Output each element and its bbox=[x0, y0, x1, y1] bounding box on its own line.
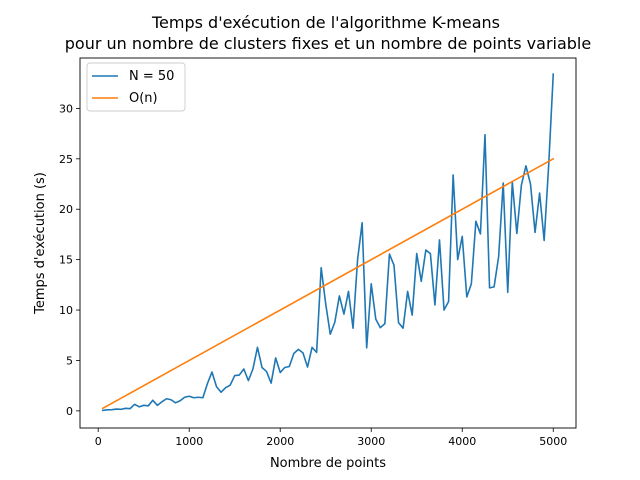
plot-area: 0 1000 2000 3000 4000 5000 0 5 10 15 20 25 30 bbox=[59, 57, 577, 448]
y-tick-label: 25 bbox=[59, 153, 73, 166]
y-tick-label: 20 bbox=[59, 203, 73, 216]
series-line-0 bbox=[101, 73, 555, 412]
y-tick-label: 30 bbox=[59, 102, 73, 115]
x-tick-label: 5000 bbox=[539, 435, 567, 448]
legend-label-0: N = 50 bbox=[129, 69, 174, 84]
x-axis-ticks: 0 1000 2000 3000 4000 5000 bbox=[95, 428, 567, 448]
legend-frame bbox=[86, 62, 186, 112]
legend-label-1: O(n) bbox=[129, 91, 158, 106]
y-axis-label: Temps d'exécution (s) bbox=[33, 172, 48, 315]
chart-title: Temps d'exécution de l'algorithme K-mean… bbox=[151, 13, 500, 32]
x-tick-label: 0 bbox=[95, 435, 102, 448]
axes-frame bbox=[79, 57, 577, 429]
legend-entries: N = 50 O(n) bbox=[92, 69, 174, 106]
series-line-1 bbox=[101, 157, 555, 410]
x-tick-label: 4000 bbox=[448, 435, 476, 448]
x-tick-label: 1000 bbox=[175, 435, 203, 448]
y-tick-label: 5 bbox=[66, 354, 73, 367]
x-tick-label: 2000 bbox=[266, 435, 294, 448]
y-tick-label: 15 bbox=[59, 254, 73, 267]
chart-subtitle: pour un nombre de clusters fixes et un n… bbox=[65, 34, 591, 53]
series-layer bbox=[101, 73, 555, 412]
y-tick-label: 10 bbox=[59, 304, 73, 317]
x-tick-label: 3000 bbox=[357, 435, 385, 448]
legend: N = 50 O(n) bbox=[86, 62, 186, 112]
y-axis-ticks: 0 5 10 15 20 25 30 bbox=[59, 102, 80, 418]
x-axis-label: Nombre de points bbox=[270, 456, 386, 471]
y-tick-label: 0 bbox=[66, 405, 73, 418]
